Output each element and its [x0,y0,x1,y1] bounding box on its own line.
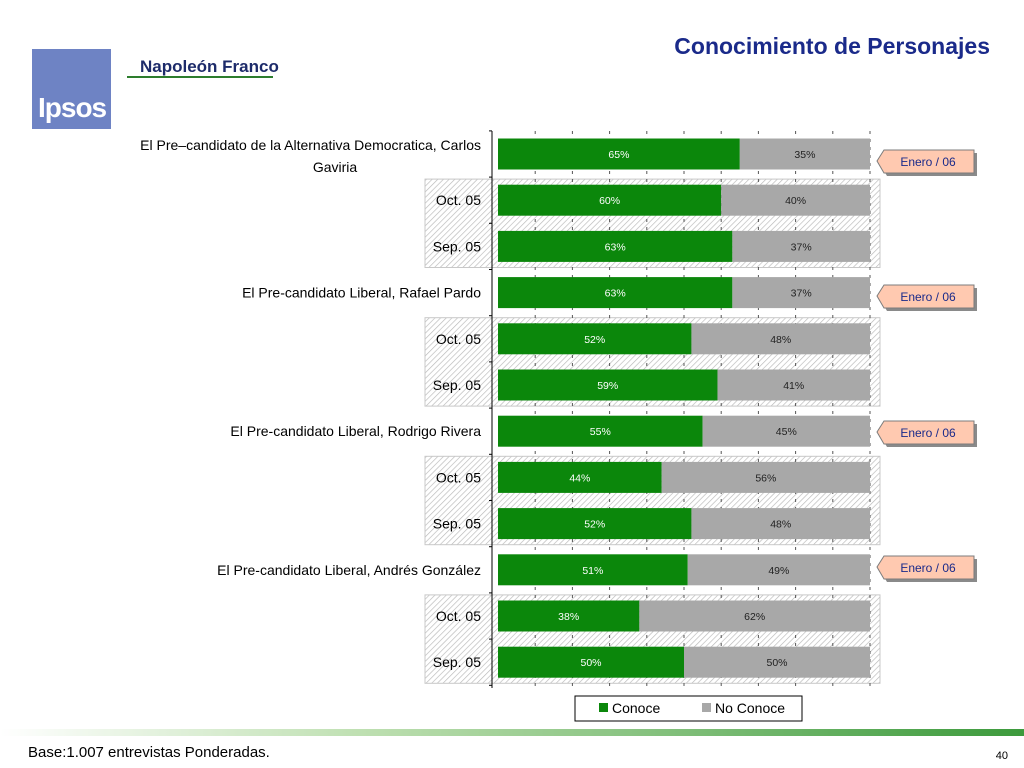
data-label-conoce: 55% [590,426,611,438]
period-badge: Enero / 06 [876,284,977,311]
data-label-conoce: 44% [569,472,590,484]
bar-no-conoce [687,554,870,586]
bar-no-conoce [717,369,870,401]
stacked-bar-chart: 65% 35% El Pre–candidato de la Alternativa… [140,130,977,722]
category-label: El Pre-candidato Liberal, Rodrigo Rivera [230,423,481,439]
legend-swatch-no-conoce [702,703,711,712]
data-label-conoce: 50% [580,657,601,669]
page-title: Conocimiento de Personajes [674,33,990,59]
data-label-no-conoce: 35% [794,149,815,161]
ipsos-logo-text: Ipsos [38,92,107,123]
period-badge: Enero / 06 [876,420,977,447]
bar-no-conoce [732,277,870,309]
data-label-conoce: 52% [584,334,605,346]
period-badge: Enero / 06 [876,149,977,176]
data-label-no-conoce: 45% [776,426,797,438]
data-label-conoce: 63% [605,288,626,300]
data-label-conoce: 63% [605,241,626,253]
period-label: Sep. 05 [433,516,481,532]
bar-conoce [498,138,740,170]
bar-no-conoce [732,230,870,262]
data-label-no-conoce: 41% [783,380,804,392]
badge-label: Enero / 06 [900,290,956,304]
data-label-no-conoce: 62% [744,611,765,623]
period-label: Sep. 05 [433,238,481,254]
period-label: Oct. 05 [436,608,481,624]
bar-conoce [498,230,733,262]
period-label: Oct. 05 [436,192,481,208]
data-label-conoce: 59% [597,380,618,392]
period-label: Sep. 05 [433,377,481,393]
brand-underline [127,76,273,78]
bar-conoce [498,646,684,678]
data-label-conoce: 60% [599,195,620,207]
data-label-no-conoce: 49% [768,565,789,577]
bar-conoce [498,323,692,355]
data-label-conoce: 51% [582,565,603,577]
legend-box [574,695,803,722]
ipsos-logo [32,49,111,129]
bar-no-conoce [684,646,870,678]
bar-no-conoce [691,508,870,540]
data-label-no-conoce: 48% [770,519,791,531]
legend: Conoce No Conoce [574,695,803,722]
period-label: Oct. 05 [436,331,481,347]
footer-divider [0,729,1024,736]
data-label-no-conoce: 48% [770,334,791,346]
data-label-no-conoce: 50% [766,657,787,669]
bar-conoce [498,415,703,447]
bar-no-conoce [702,415,870,447]
page-number: 40 [995,750,1008,762]
badge-label: Enero / 06 [900,155,956,169]
bar-conoce [498,461,662,493]
bar-no-conoce [721,184,870,216]
period-label: Sep. 05 [433,654,481,670]
badge-label: Enero / 06 [900,561,956,575]
brand-name: Napoleón Franco [140,57,279,76]
data-label-no-conoce: 37% [791,241,812,253]
category-label: El Pre–candidato de la Alternativa Democ… [140,137,481,175]
period-label: Oct. 05 [436,469,481,485]
bar-conoce [498,277,733,309]
legend-label-no-conoce: No Conoce [715,700,785,716]
bar-no-conoce [639,600,870,632]
category-label: El Pre-candidato Liberal, Rafael Pardo [242,285,481,301]
bar-no-conoce [691,323,870,355]
bar-conoce [498,508,692,540]
category-label: El Pre-candidato Liberal, Andrés Gonzále… [217,562,481,578]
bar-conoce [498,369,718,401]
legend-label-conoce: Conoce [612,700,660,716]
bar-conoce [498,184,722,216]
data-label-conoce: 52% [584,519,605,531]
bar-no-conoce [739,138,870,170]
footer-note: Base:1.007 entrevistas Ponderadas. [28,744,270,761]
bar-no-conoce [661,461,870,493]
data-label-no-conoce: 40% [785,195,806,207]
data-label-no-conoce: 56% [755,472,776,484]
bar-conoce [498,600,640,632]
data-label-conoce: 38% [558,611,579,623]
bar-conoce [498,554,688,586]
legend-swatch-conoce [599,703,608,712]
data-label-no-conoce: 37% [791,288,812,300]
data-label-conoce: 65% [608,149,629,161]
period-badge: Enero / 06 [876,555,977,582]
badge-label: Enero / 06 [900,426,956,440]
